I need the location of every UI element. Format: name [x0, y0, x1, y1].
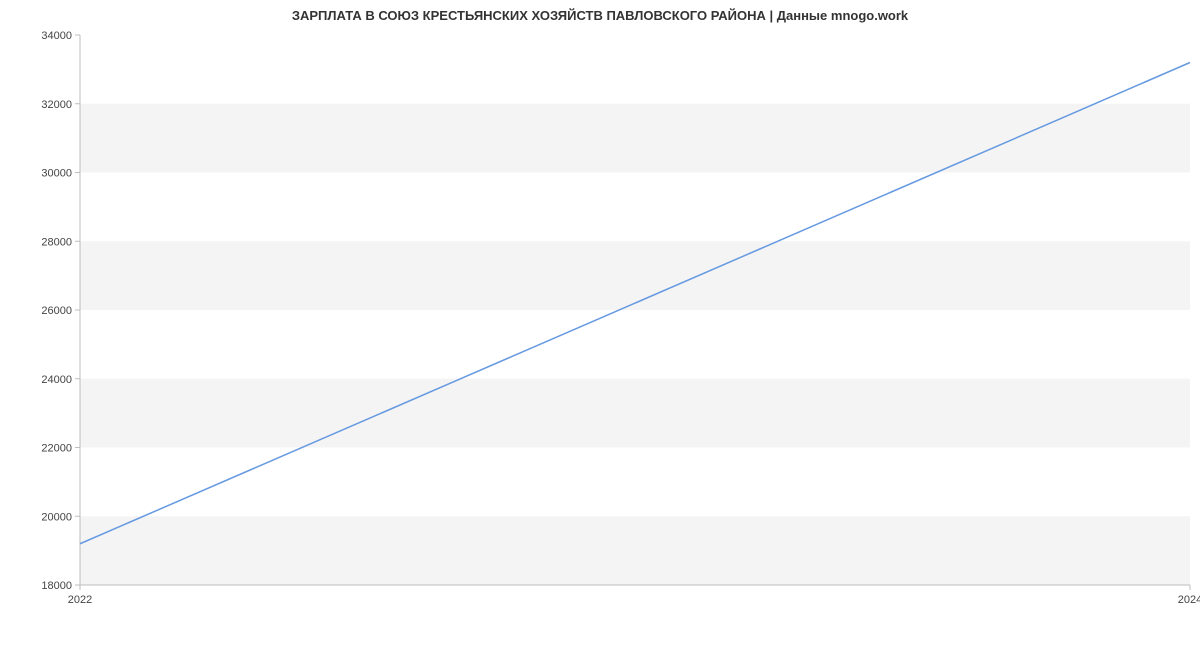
svg-text:22000: 22000	[41, 443, 72, 455]
chart-canvas: 18000 20000 22000 24000 26000 28000 30000 32000…	[0, 0, 1200, 650]
svg-text:34000: 34000	[41, 30, 72, 42]
svg-text:18000: 18000	[41, 580, 72, 592]
svg-text:26000: 26000	[41, 305, 72, 317]
svg-text:24000: 24000	[41, 374, 72, 386]
salary-line-chart: ЗАРПЛАТА В СОЮЗ КРЕСТЬЯНСКИХ ХОЗЯЙСТВ ПА…	[0, 0, 1200, 650]
svg-text:30000: 30000	[41, 168, 72, 180]
svg-text:20000: 20000	[41, 511, 72, 523]
svg-text:28000: 28000	[41, 236, 72, 248]
svg-text:2024: 2024	[1178, 594, 1200, 606]
svg-text:2022: 2022	[68, 594, 92, 606]
svg-text:32000: 32000	[41, 99, 72, 111]
